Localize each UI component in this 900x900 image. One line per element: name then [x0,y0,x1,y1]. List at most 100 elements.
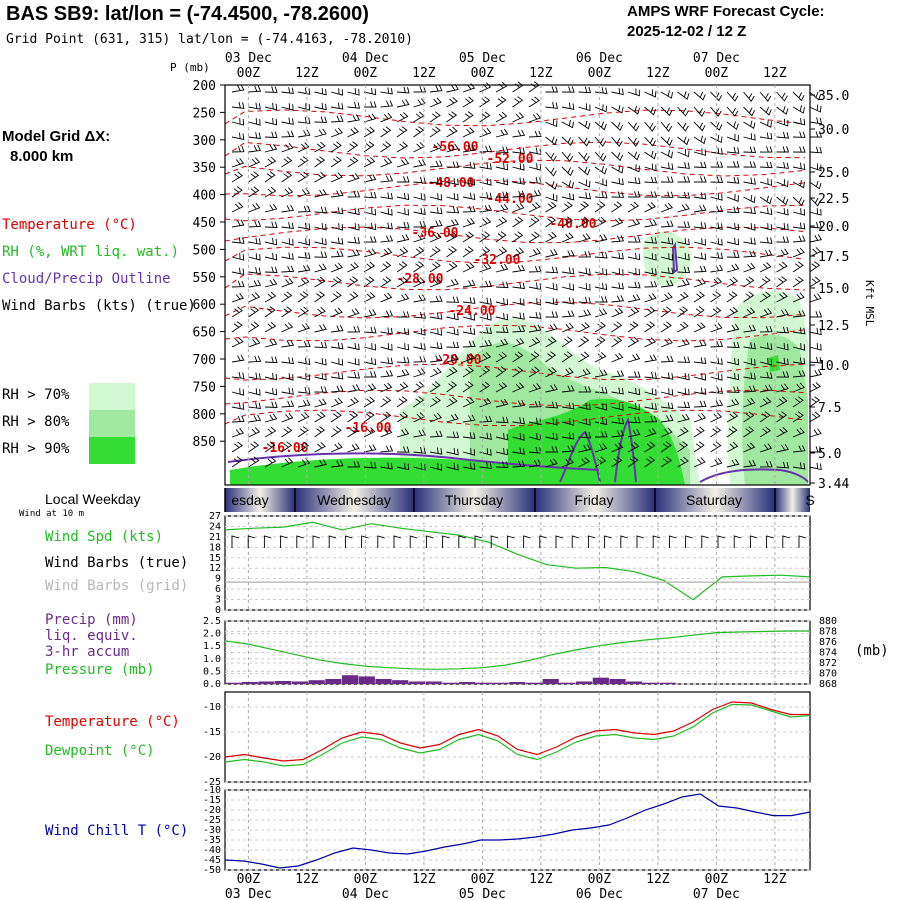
wind-barb [248,144,262,153]
wind-barb [528,113,542,123]
wind-barb [380,357,393,365]
wind-barb [512,282,525,290]
wind-barb [660,202,673,213]
wind-barb [578,336,590,348]
wind-barb [561,310,575,318]
wind-barb [693,161,707,169]
wind-barb [660,337,673,348]
wind-barb [677,291,689,303]
wind-barb [628,191,641,198]
wind-barb [743,411,755,423]
wind-barb [512,247,525,258]
wind-barb [281,204,295,213]
wind-barb [528,312,542,319]
wind-barb [512,399,526,408]
surface-wind-barb [733,535,742,548]
y-tick-label: -10 [203,702,221,713]
temperature-contour-label: -44.00 [487,192,534,207]
y-tick-label: -50 [203,865,221,876]
wind-barb [314,398,327,408]
wind-barb [693,278,707,288]
y-tick-label: 24 [209,521,221,532]
wind-barb [809,196,821,207]
wind-barb [363,326,377,334]
surface-wind-barb [263,535,272,548]
weekday-cell [775,488,810,512]
wind-barb [231,372,245,379]
wind-barb [495,191,509,198]
wind-barb [314,323,327,333]
wind-barb [792,146,806,153]
wind-barb [809,428,822,438]
wind-barb [413,429,427,438]
wind-barb [561,232,574,243]
wind-barb [429,97,442,108]
wind-barb [330,291,342,303]
wind-barb [248,237,261,245]
wind-barb [281,426,293,438]
surface-wind-barb [458,535,466,548]
y-tick-label: -25 [203,777,221,788]
wind-barb [396,261,408,273]
wind-barb [594,268,608,276]
y-tick-label: -40 [203,845,221,856]
surface-wind-barb [393,535,402,548]
wind-barb [693,357,707,365]
weekday-cell [655,488,775,512]
wind-barb [594,369,608,378]
wind-barb [330,460,344,468]
wind-barb [776,118,789,127]
wind-barb [248,202,261,213]
wind-barb [429,246,441,258]
wind-barb [380,382,393,393]
wind-barb [578,192,591,200]
wind-barb [644,371,657,379]
wind-barb [644,428,657,438]
wind-barb [759,223,773,231]
wind-barb [347,371,360,379]
wind-barb [792,327,806,335]
wind-barb [396,396,408,408]
top-time-label: 12Z [412,66,436,81]
wind-barb [776,357,789,366]
wind-barb [743,133,756,141]
wind-barb [644,306,656,318]
wind-barb [363,309,377,318]
wind-barb [495,96,507,108]
wind-barb [776,276,788,288]
wind-barb [759,161,773,169]
y-tick-label: 18 [209,542,221,553]
surface-wind-barb [474,535,483,548]
pressure-label: Pressure (mb) [45,662,155,678]
top-date-label: 03 Dec [225,51,272,66]
precip-bar [375,679,392,684]
wind-barb [479,192,492,200]
top-time-label: 00Z [705,66,729,81]
wind-barb [660,267,674,275]
wind-barb [578,309,592,318]
y-tick-label: 15 [209,553,221,564]
wind-barb [693,252,707,260]
wind-barb [248,402,261,410]
wind-barb [297,426,309,438]
precip-bar [626,681,643,684]
wind-barb [561,201,573,213]
legend-temperature: Temperature (°C) [2,217,137,233]
wind-barb [710,222,723,230]
wind-barb [479,231,491,243]
wind-barb [710,176,724,183]
wind-barb [693,148,706,156]
wind-barb [743,397,756,408]
y2-tick-label: 880 [819,616,837,627]
wind-panel-frame [224,515,811,611]
wind-barb [330,127,343,138]
rh90-swatch [89,437,135,464]
wind-barb [446,327,459,336]
wind-barb [446,447,459,456]
y2-tick-label: 870 [819,669,837,680]
y-tick-label: -45 [203,855,221,866]
cloud-outline [227,452,601,471]
wind-barb [495,447,509,456]
wind-barb [528,265,542,273]
wind-barb [248,372,261,380]
